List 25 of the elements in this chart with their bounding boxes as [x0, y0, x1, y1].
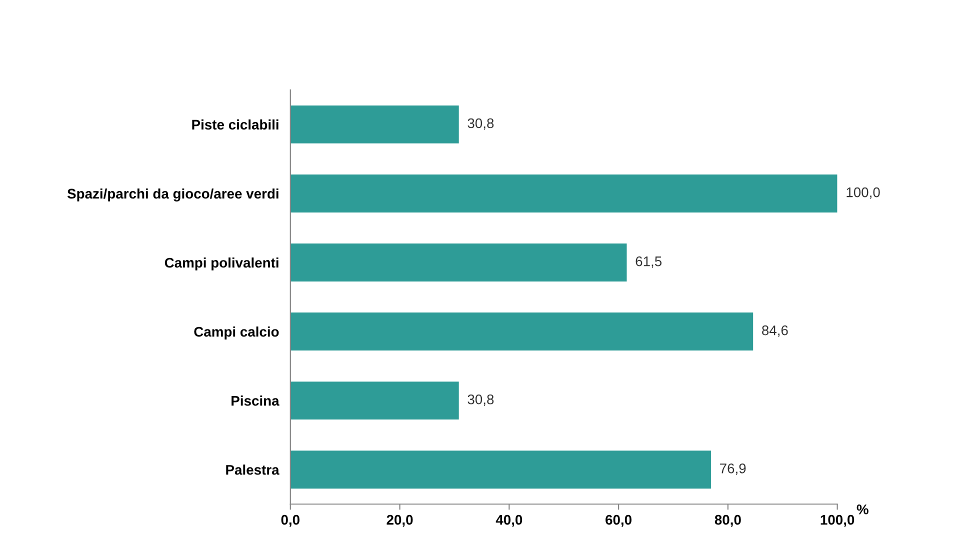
bar	[290, 450, 711, 489]
data-label: 61,5	[636, 256, 662, 268]
data-label: 76,9	[720, 464, 746, 475]
y-tick-label: Campi polivalenti	[164, 257, 278, 270]
y-tick-label: Spazi/parchi da gioco/aree verdi	[67, 188, 278, 202]
bar	[290, 312, 754, 351]
x-axis-title: %	[856, 504, 868, 514]
data-label: 30,8	[468, 118, 494, 130]
y-tick-label: Campi calcio	[194, 326, 279, 340]
x-tick-label: 80,0	[714, 514, 741, 527]
data-label: 100,0	[846, 187, 880, 199]
x-tick-label: 40,0	[496, 514, 522, 527]
x-tick-label: 60,0	[606, 514, 632, 527]
y-tick-label: Palestra	[226, 464, 280, 475]
y-tick-label: Piscina	[232, 396, 280, 406]
bar	[290, 174, 838, 212]
x-tick-label: 0,0	[281, 514, 300, 527]
bar	[290, 382, 459, 420]
x-tick-label: 20,0	[386, 514, 413, 527]
x-tick-label: 100,0	[820, 514, 854, 527]
bar	[290, 244, 627, 282]
y-tick-label: Piste ciclabili	[192, 119, 278, 130]
data-label: 30,8	[468, 394, 494, 406]
data-label: 84,6	[762, 325, 788, 337]
bar	[290, 105, 459, 144]
